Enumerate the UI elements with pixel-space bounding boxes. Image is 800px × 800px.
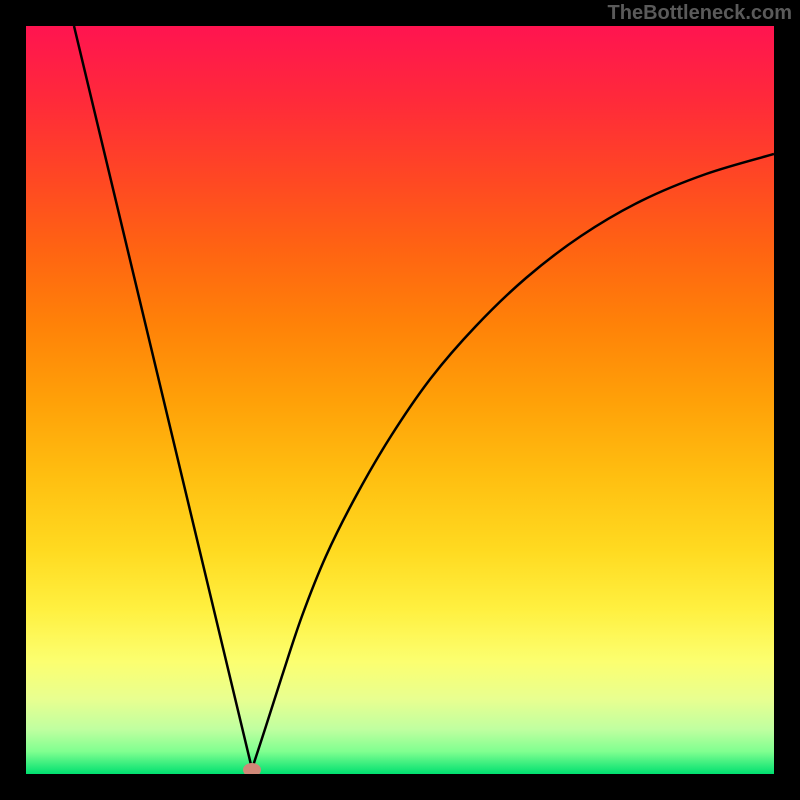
chart-container: TheBottleneck.com — [0, 0, 800, 800]
plot-area — [26, 26, 774, 774]
minimum-marker — [243, 763, 261, 774]
bottleneck-curve — [26, 26, 774, 774]
watermark-text: TheBottleneck.com — [608, 2, 792, 25]
